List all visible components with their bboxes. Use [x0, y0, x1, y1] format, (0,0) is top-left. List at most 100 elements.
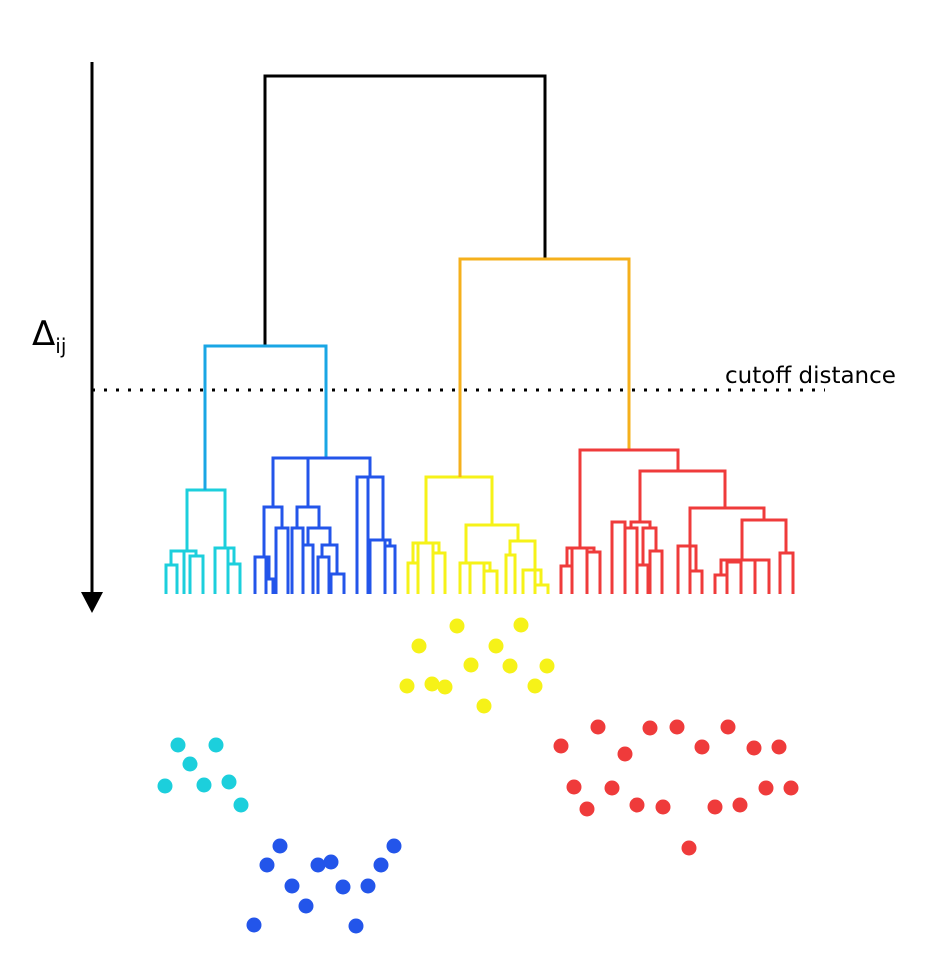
red-leaf-link: [739, 558, 757, 594]
red-leaf-link: [725, 560, 743, 594]
red-point: [681, 840, 697, 856]
red-point: [758, 780, 774, 796]
yellow-leaf-link: [504, 553, 517, 594]
red-leaf-link: [648, 549, 664, 594]
blue-point: [360, 878, 376, 894]
blue-subcluster-link: [271, 456, 310, 507]
blue-subcluster-link: [288, 456, 372, 477]
cyan-leaf-link: [226, 562, 242, 594]
cluster-scatter: [157, 617, 799, 934]
red-subcluster-link: [638, 469, 727, 522]
blue-leaf-link: [264, 577, 275, 594]
yellow-red-link: [458, 257, 631, 477]
red-point: [732, 797, 748, 813]
blue-point: [323, 854, 339, 870]
red-point: [655, 799, 671, 815]
red-subcluster-link: [684, 544, 698, 571]
cyan-leaf-link: [164, 563, 179, 594]
blue-point: [335, 879, 351, 895]
blue-point: [246, 917, 262, 933]
red-leaf-link: [610, 520, 627, 594]
blue-point: [298, 898, 314, 914]
blue-subcluster-link: [262, 505, 284, 557]
cyan-blue-link: [203, 344, 328, 490]
cyan-point: [182, 756, 198, 772]
distance-axis-symbol: Δ: [32, 314, 55, 354]
red-subcluster-link: [578, 448, 680, 548]
blue-point: [348, 918, 364, 934]
cyan-leaf-link: [213, 546, 230, 594]
yellow-point: [463, 657, 479, 673]
distance-axis-arrowhead: [81, 592, 103, 613]
cyan-point: [170, 737, 186, 753]
yellow-subcluster-link: [424, 475, 494, 543]
yellow-leaf-link: [431, 551, 447, 594]
red-point: [642, 720, 658, 736]
distance-axis-subscript: ij: [55, 334, 66, 358]
red-point: [553, 738, 569, 754]
blue-point: [373, 857, 389, 873]
yellow-subcluster-link: [477, 561, 492, 571]
yellow-leaf-link: [482, 569, 499, 594]
yellow-point: [527, 678, 543, 694]
cyan-subcluster-link: [185, 488, 227, 551]
red-point: [629, 797, 645, 813]
blue-leaf-link: [290, 526, 305, 594]
yellow-point: [476, 698, 492, 714]
red-leaf-link: [778, 551, 795, 594]
red-point: [694, 739, 710, 755]
yellow-point: [488, 638, 504, 654]
cyan-subcluster-link: [178, 549, 198, 556]
blue-point: [386, 838, 402, 854]
blue-point: [272, 838, 288, 854]
red-leaf-link: [559, 564, 574, 594]
blue-subcluster-link: [306, 526, 332, 545]
yellow-point: [437, 679, 453, 695]
cyan-point: [157, 778, 173, 794]
red-point: [566, 779, 582, 795]
red-point: [720, 719, 736, 735]
cyan-point: [208, 737, 224, 753]
red-leaf-link: [570, 546, 589, 594]
cutoff-distance-label: cutoff distance: [725, 363, 896, 389]
blue-leaf-link: [355, 475, 370, 594]
cyan-leaf-link: [169, 549, 184, 565]
yellow-subcluster-link: [529, 568, 543, 585]
yellow-leaf-link: [521, 568, 537, 594]
blue-leaf-link: [274, 526, 290, 594]
blue-subcluster-link: [377, 538, 392, 546]
yellow-point: [424, 676, 440, 692]
yellow-point: [502, 658, 518, 674]
red-point: [771, 739, 787, 755]
yellow-leaf-link: [416, 541, 435, 594]
distance-axis: [81, 62, 103, 613]
blue-leaf-link: [329, 572, 346, 594]
yellow-point: [539, 658, 555, 674]
cyan-point: [233, 797, 249, 813]
blue-leaf-link: [301, 543, 315, 594]
blue-point: [310, 857, 326, 873]
distance-axis-label: Δij: [32, 314, 66, 358]
dendrogram-tree: [164, 74, 795, 594]
red-subcluster-link: [688, 506, 766, 546]
blue-subcluster-link: [362, 475, 385, 540]
blue-leaf-link: [368, 538, 387, 594]
yellow-point: [449, 618, 465, 634]
yellow-leaf-link: [533, 583, 550, 594]
blue-leaf-link: [383, 544, 397, 594]
red-leaf-link: [676, 544, 692, 594]
red-point: [669, 719, 685, 735]
blue-point: [259, 857, 275, 873]
root-link: [263, 74, 547, 346]
yellow-point: [513, 617, 529, 633]
blue-subcluster-link: [295, 505, 321, 528]
red-leaf-link: [635, 563, 650, 594]
red-point: [746, 740, 762, 756]
cyan-leaf-link: [188, 554, 205, 594]
yellow-leaf-link: [468, 561, 486, 594]
red-leaf-link: [753, 558, 771, 594]
cyan-point: [196, 777, 212, 793]
yellow-subcluster-link: [508, 539, 537, 570]
red-point: [590, 719, 606, 735]
red-point: [707, 799, 723, 815]
